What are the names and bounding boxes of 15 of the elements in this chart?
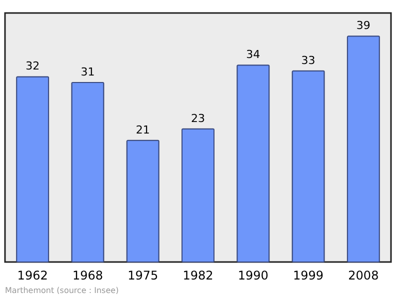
data-label: 31 — [80, 65, 95, 78]
data-label: 34 — [246, 48, 260, 62]
data-label: 32 — [26, 60, 40, 73]
data-label: 21 — [136, 123, 150, 136]
x-tick-label: 1962 — [17, 268, 48, 282]
x-tick-label: 2008 — [348, 268, 379, 282]
x-tick-label: 1975 — [128, 268, 158, 282]
text: Marthemont (source : Insee) — [5, 286, 119, 295]
data-label: 39 — [356, 19, 370, 32]
x-tick-label: 1999 — [293, 268, 324, 282]
data-label: 33 — [301, 54, 316, 67]
data-label: 23 — [191, 112, 205, 125]
x-tick-label: 1968 — [72, 268, 103, 282]
x-tick-label: 1990 — [238, 268, 268, 282]
x-tick-label: 1982 — [182, 268, 214, 282]
